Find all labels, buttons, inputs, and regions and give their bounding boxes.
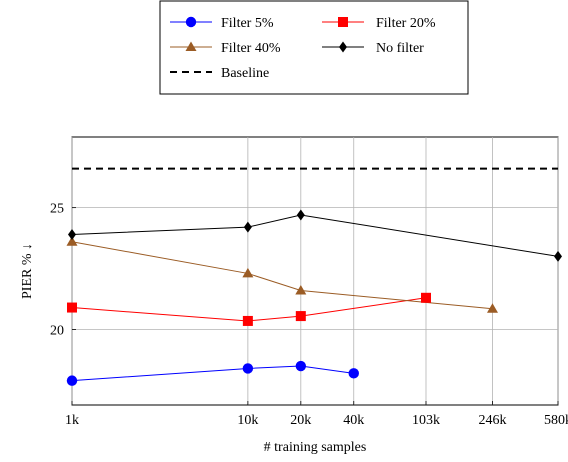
x-tick-label: 103k <box>412 413 440 428</box>
legend-label: Filter 40% <box>221 41 281 56</box>
data-point <box>295 360 307 372</box>
legend-marker <box>338 17 348 27</box>
legend-marker <box>185 41 197 51</box>
data-point <box>68 228 76 240</box>
series-line <box>71 297 427 322</box>
legend-label: No filter <box>376 41 424 56</box>
y-axis-label: PIER % ↓ <box>20 243 35 299</box>
data-point <box>243 221 252 233</box>
data-point <box>66 236 78 246</box>
x-tick-label: 246k <box>478 413 506 428</box>
series-line <box>71 241 493 310</box>
x-tick-label: 10k <box>237 413 258 428</box>
series-line <box>71 365 354 382</box>
y-gridlines <box>72 207 558 330</box>
data-point <box>348 368 359 379</box>
data-point <box>420 292 431 303</box>
x-tick-label: 40k <box>343 413 364 428</box>
series-line <box>71 214 559 257</box>
legend-marker <box>339 41 347 53</box>
data-point <box>242 267 254 278</box>
x-tick-label: 20k <box>290 413 311 428</box>
series-lines <box>71 214 559 382</box>
legend-marker <box>185 16 197 28</box>
data-point <box>486 303 498 313</box>
x-axis-label: # training samples <box>264 440 367 455</box>
x-tick-label: 1k <box>65 413 79 428</box>
y-tick-label: 25 <box>50 202 64 217</box>
legend-label: Filter 5% <box>221 16 274 31</box>
data-point <box>554 250 562 262</box>
plot-frame <box>71 136 559 406</box>
data-point <box>295 311 306 322</box>
x-tick-label: 580k <box>544 413 568 428</box>
data-point <box>242 315 253 326</box>
data-point <box>66 375 78 386</box>
legend-label: Baseline <box>221 66 269 81</box>
data-point <box>67 302 77 313</box>
y-tick-label: 20 <box>50 323 64 338</box>
x-tick-labels: 1k 10k 20k 40k 103k 246k 580k <box>65 413 568 428</box>
series-markers <box>66 209 562 386</box>
x-gridlines <box>71 137 559 405</box>
plot-area <box>66 136 562 406</box>
data-point <box>296 209 305 221</box>
data-point <box>242 363 254 374</box>
legend: Filter 5% Filter 20% Filter 40% No filter Ba… <box>159 0 469 95</box>
data-point <box>295 284 307 295</box>
legend-label: Filter 20% <box>376 16 436 31</box>
